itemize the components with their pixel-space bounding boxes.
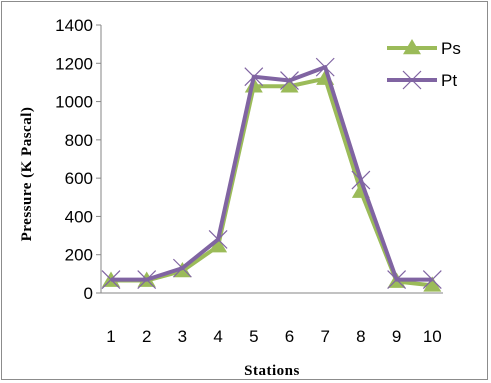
series-line	[111, 65, 433, 282]
axes	[96, 24, 443, 294]
data-point-triangle	[423, 276, 442, 292]
legend-item-pt: Pt	[387, 70, 457, 90]
data-point-x	[280, 71, 299, 90]
data-point-triangle	[280, 77, 299, 93]
data-point-x	[244, 67, 264, 87]
x-tick-label: 9	[392, 327, 401, 346]
y-tick-labels: 0 200 400 600 800 1000 1200 1400	[55, 16, 93, 303]
data-point-x	[402, 70, 422, 90]
y-tick-label: 600	[65, 169, 93, 188]
x-tick-label: 7	[320, 327, 329, 346]
y-tick-label: 0	[84, 284, 93, 303]
y-tick-label: 800	[65, 131, 93, 150]
legend-label: Ps	[441, 39, 461, 58]
data-point-x	[101, 270, 121, 290]
series-pt	[101, 57, 442, 290]
x-tick-labels: 1 2 3 4 5 6 7 8 9 10	[106, 327, 441, 346]
series-layer	[101, 57, 442, 292]
legend-label: Pt	[441, 71, 457, 90]
x-tick-label: 4	[213, 327, 222, 346]
x-axis-title: Stations	[244, 363, 300, 379]
y-tick-label: 1000	[55, 93, 93, 112]
x-tick-label: 10	[423, 327, 442, 346]
x-tick-label: 5	[249, 327, 258, 346]
data-point-x	[422, 270, 442, 290]
x-tick-label: 6	[285, 327, 294, 346]
x-tick-label: 3	[178, 327, 187, 346]
x-tick-label: 8	[356, 327, 365, 346]
data-point-x	[315, 57, 335, 77]
y-tick-label: 1200	[55, 54, 93, 73]
y-axis-title: Pressure (K Pascal)	[19, 107, 35, 242]
x-tick-label: 1	[106, 327, 115, 346]
series-line	[111, 76, 433, 288]
data-point-x	[351, 170, 371, 190]
y-tick-label: 400	[65, 207, 93, 226]
y-tick-label: 1400	[55, 16, 93, 35]
data-point-x	[172, 258, 192, 278]
legend-item-ps: Ps	[387, 39, 461, 58]
data-point-x	[208, 229, 228, 249]
data-point-x	[387, 270, 407, 290]
data-point-triangle	[209, 237, 228, 253]
x-tick-label: 2	[142, 327, 151, 346]
legend: Ps Pt	[387, 39, 461, 90]
y-tick-label: 200	[65, 246, 93, 265]
data-point-x	[137, 270, 157, 290]
data-point-triangle	[403, 39, 421, 55]
